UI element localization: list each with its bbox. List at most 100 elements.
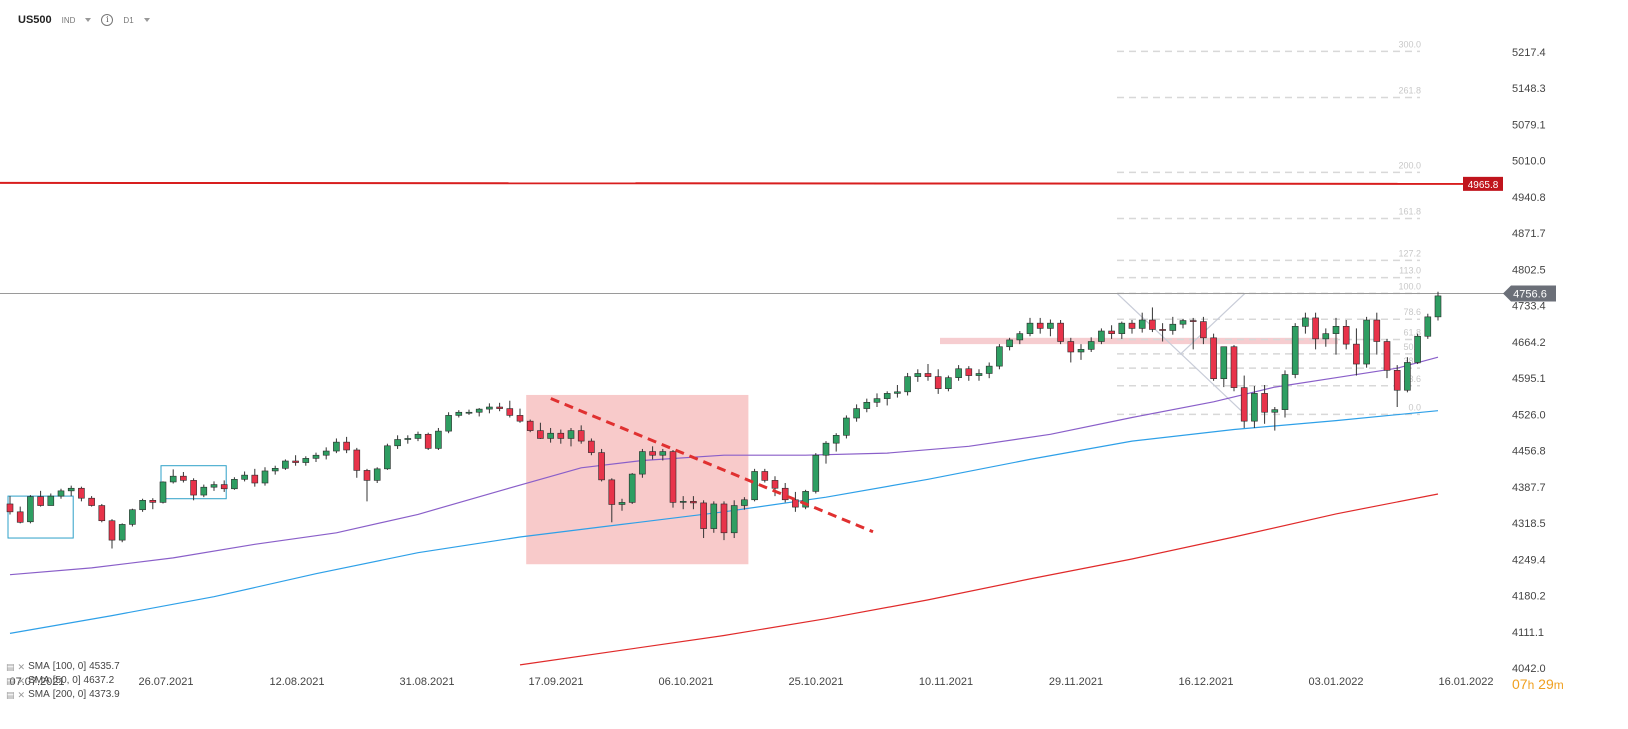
candle-up	[1220, 346, 1228, 380]
candle-up	[1424, 316, 1432, 337]
candle-down	[292, 460, 299, 463]
settings-icon[interactable]: ▤	[6, 662, 15, 672]
candle-up	[57, 490, 65, 497]
candle-down	[516, 415, 524, 422]
candle-up	[139, 499, 146, 511]
close-icon[interactable]: ✕	[17, 662, 26, 672]
candle-up	[282, 460, 289, 469]
candle-down	[1200, 321, 1207, 339]
candle-up	[955, 368, 962, 378]
fib-level-label: 127.2	[1398, 248, 1421, 258]
candle-down	[924, 373, 932, 377]
legend-item-sma200[interactable]: ▤ ✕ SMA [200, 0] 4373.9	[6, 688, 120, 702]
candle-up	[1026, 322, 1034, 334]
legend-value: 4535.7	[89, 661, 120, 672]
y-axis-tick-label: 4111.1	[1512, 627, 1544, 639]
candle-up	[730, 505, 738, 534]
candle-up	[985, 365, 993, 374]
fib-level-label: 38.2	[1403, 356, 1421, 366]
candle-down	[1312, 317, 1319, 340]
candle-down	[1189, 320, 1197, 322]
x-axis-tick-label: 26.07.2021	[138, 676, 193, 688]
candle-up	[27, 496, 34, 523]
candle-down	[37, 496, 44, 506]
candle-down	[1342, 326, 1350, 345]
candle-down	[577, 430, 585, 442]
chart-header: US500 IND i D1	[18, 14, 150, 26]
chevron-down-icon[interactable]	[85, 18, 92, 22]
candle-up	[1322, 333, 1330, 340]
candle-up	[445, 415, 452, 432]
candle-up	[567, 430, 575, 439]
fib-level-label: 300.0	[1398, 39, 1421, 49]
chevron-down-icon[interactable]	[143, 18, 150, 22]
candle-down	[1108, 330, 1115, 334]
close-icon[interactable]: ✕	[17, 676, 26, 686]
candle-down	[343, 441, 350, 451]
candle-up	[1016, 333, 1024, 341]
legend-item-sma50[interactable]: ▤ ✕ SMA [50, 0] 4637.2	[6, 674, 120, 688]
y-axis-tick-label: 4318.5	[1512, 518, 1546, 530]
candle-down	[690, 501, 697, 504]
candle-up	[414, 433, 422, 439]
candle-down	[965, 368, 973, 376]
candle-down	[1230, 346, 1238, 388]
y-axis-tick-label: 4664.2	[1512, 337, 1546, 349]
timeframe-label[interactable]: D1	[123, 15, 134, 25]
last-price-label: 4756.6	[1513, 288, 1547, 300]
symbol-label[interactable]: US500	[18, 14, 52, 26]
candle-down	[353, 449, 361, 471]
candle-up	[486, 406, 493, 410]
candle-down	[16, 511, 24, 523]
market-label: IND	[61, 15, 76, 25]
y-axis-tick-label: 4940.8	[1512, 192, 1546, 204]
candle-down	[1159, 329, 1166, 331]
settings-icon[interactable]: ▤	[6, 690, 15, 700]
y-axis-tick-label: 4180.2	[1512, 591, 1546, 603]
x-axis-tick-label: 07.07.2021	[9, 676, 64, 688]
candle-up	[1047, 322, 1054, 329]
candle-up	[843, 417, 850, 436]
candle-down	[108, 520, 116, 541]
candle-down	[1373, 319, 1381, 342]
close-icon[interactable]: ✕	[17, 690, 26, 700]
candle-up	[241, 474, 248, 480]
candle-up	[404, 438, 412, 440]
candle-down	[934, 376, 942, 389]
fib-level-label: 61.8	[1403, 328, 1421, 338]
candle-up	[1404, 362, 1411, 391]
candle-up	[129, 509, 136, 525]
candle-up	[894, 391, 901, 394]
candle-down	[1036, 322, 1044, 329]
x-axis-tick-label: 25.10.2021	[788, 676, 843, 688]
legend-item-sma100[interactable]: ▤ ✕ SMA [100, 0] 4535.7	[6, 660, 120, 674]
candle-up	[853, 408, 860, 419]
legend-value: 4637.2	[83, 675, 115, 686]
candle-up	[435, 430, 442, 449]
candle-up	[1179, 320, 1187, 325]
candle-down	[1383, 341, 1391, 371]
candle-down	[761, 471, 769, 481]
fib-diagonal-line	[1179, 292, 1246, 356]
candle-up	[271, 468, 279, 472]
candle-down	[1067, 341, 1075, 353]
resistance-price-label: 4965.8	[1468, 180, 1499, 191]
candle-up	[1138, 319, 1146, 329]
settings-icon[interactable]: ▤	[6, 676, 15, 686]
y-axis-tick-label: 4456.8	[1512, 446, 1546, 458]
candle-down	[700, 502, 707, 529]
candle-down	[557, 432, 565, 439]
y-axis-tick-label: 5217.4	[1512, 47, 1546, 59]
candle-up	[159, 481, 167, 503]
candle-down	[251, 474, 259, 484]
info-icon[interactable]: i	[101, 14, 114, 26]
candle-down	[363, 470, 371, 481]
candle-down	[98, 505, 106, 522]
x-axis-tick-label: 16.12.2021	[1178, 676, 1233, 688]
x-axis-tick-label: 17.09.2021	[528, 676, 583, 688]
candle-up	[1363, 319, 1370, 365]
candle-up	[322, 450, 330, 456]
y-axis-tick-label: 4595.1	[1512, 373, 1546, 385]
